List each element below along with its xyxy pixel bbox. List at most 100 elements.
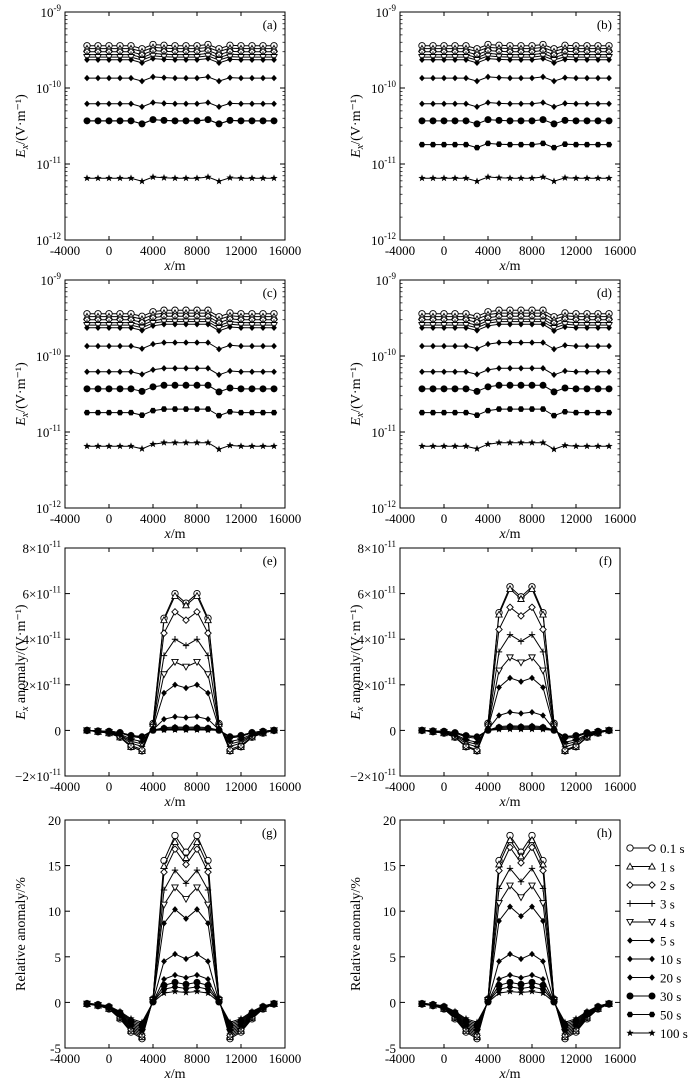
- data-point: [506, 117, 514, 125]
- data-point: [473, 120, 481, 128]
- y-axis-label: Ex/(V·m⁻¹): [349, 94, 366, 159]
- data-point: [605, 409, 613, 416]
- y-tick-label: 2×10-11: [22, 676, 61, 693]
- legend-marker: [648, 918, 656, 927]
- data-point: [562, 323, 568, 331]
- data-point: [495, 406, 503, 412]
- series-markers: [84, 339, 277, 353]
- data-point: [451, 385, 459, 393]
- data-point: [429, 442, 437, 450]
- data-point: [518, 321, 524, 328]
- series-markers: [418, 987, 613, 1026]
- series-markers: [418, 725, 613, 740]
- data-point: [227, 100, 233, 107]
- data-point: [182, 726, 190, 734]
- data-point: [540, 321, 546, 328]
- data-point: [204, 381, 212, 389]
- data-point: [561, 174, 569, 181]
- data-point: [429, 174, 437, 182]
- data-point: [205, 99, 211, 106]
- x-axis-label: x/m: [499, 259, 521, 274]
- data-point: [495, 116, 503, 124]
- y-tick-label: 10-11: [371, 423, 396, 440]
- data-point: [271, 74, 277, 82]
- data-point: [594, 727, 602, 735]
- data-point: [572, 385, 580, 393]
- y-tick-label: 4×10-11: [357, 630, 396, 647]
- data-point: [528, 117, 536, 125]
- data-point: [517, 852, 525, 860]
- series-line: [87, 342, 274, 350]
- data-point: [238, 342, 244, 350]
- panel-label: (a): [263, 17, 277, 32]
- series-line: [422, 342, 609, 350]
- series-markers: [418, 438, 613, 453]
- data-point: [248, 728, 256, 736]
- data-point: [594, 141, 602, 148]
- data-point: [237, 731, 245, 739]
- data-point: [550, 726, 558, 734]
- data-point: [193, 658, 201, 667]
- data-point: [116, 728, 124, 736]
- series-markers: [83, 406, 278, 419]
- legend-label: 20 s: [660, 971, 681, 986]
- data-point: [160, 901, 168, 909]
- data-point: [540, 365, 546, 372]
- data-point: [215, 445, 223, 453]
- legend-marker: [648, 992, 656, 1000]
- data-point: [260, 342, 266, 350]
- data-point: [227, 323, 233, 331]
- data-point: [248, 385, 256, 393]
- data-point: [226, 174, 234, 181]
- plot-frame: [64, 547, 286, 777]
- data-point: [94, 385, 102, 393]
- data-point: [160, 868, 168, 877]
- series-line: [422, 142, 609, 149]
- data-point: [193, 591, 201, 599]
- data-point: [194, 100, 200, 107]
- data-point: [540, 958, 546, 965]
- data-point: [117, 56, 123, 63]
- series-markers: [83, 608, 278, 754]
- data-point: [237, 118, 245, 124]
- data-point: [84, 100, 90, 107]
- data-point: [161, 689, 167, 697]
- data-point: [419, 342, 425, 350]
- data-point: [259, 174, 267, 182]
- data-point: [605, 726, 613, 734]
- legend-marker: [627, 955, 633, 963]
- series-line: [422, 176, 609, 182]
- y-tick-label: 6×10-11: [357, 585, 396, 602]
- x-tick-label: 4000: [140, 1051, 166, 1066]
- panel-f: -4000 0 4000 8000 12000 16000 x/m −2×10-11 0 2×10…: [349, 539, 636, 810]
- data-point: [518, 365, 524, 372]
- data-point: [83, 999, 91, 1007]
- legend-item: 5 s: [627, 934, 675, 949]
- data-point: [496, 339, 502, 346]
- series-line: [422, 58, 609, 64]
- data-point: [94, 118, 102, 124]
- x-tick-label: -4000: [385, 511, 415, 526]
- data-point: [539, 140, 547, 147]
- data-point: [529, 365, 535, 372]
- data-point: [595, 74, 601, 82]
- series-line: [87, 384, 274, 393]
- data-point: [518, 339, 524, 346]
- data-point: [506, 654, 514, 662]
- data-point: [95, 324, 101, 331]
- series-markers: [84, 681, 277, 745]
- data-point: [138, 121, 146, 127]
- data-point: [584, 74, 590, 82]
- data-point: [95, 368, 101, 375]
- data-point: [182, 601, 190, 609]
- data-point: [182, 406, 190, 412]
- data-point: [561, 409, 569, 415]
- x-tick-label: 12000: [560, 1051, 593, 1066]
- data-point: [95, 74, 101, 82]
- data-point: [551, 59, 557, 67]
- data-point: [182, 895, 190, 904]
- data-point: [204, 629, 212, 638]
- x-tick-label: 8000: [184, 779, 210, 794]
- y-tick-label: 10-10: [36, 79, 61, 96]
- data-point: [161, 920, 167, 927]
